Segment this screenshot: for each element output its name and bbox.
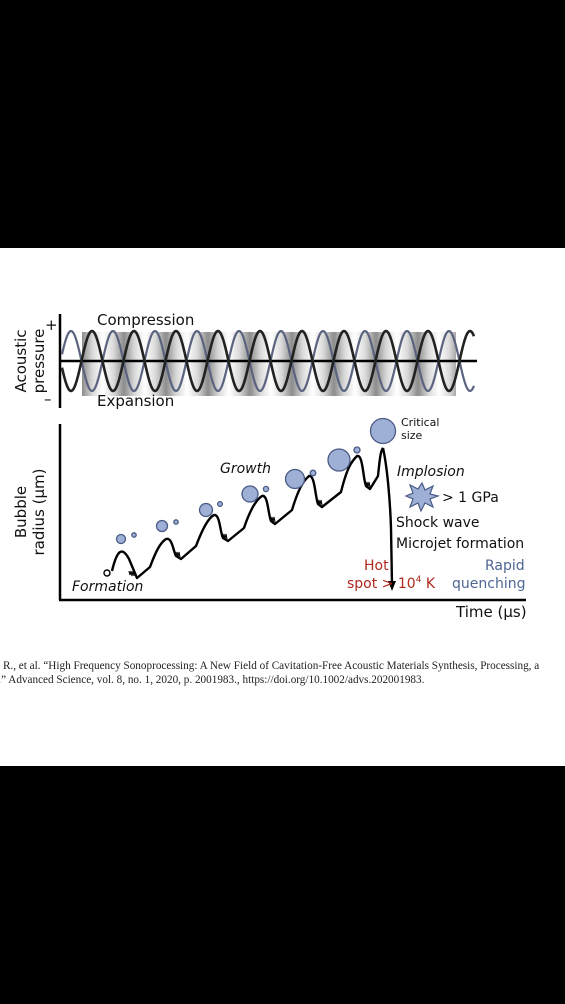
implosion-drop-line <box>381 447 394 586</box>
minus-sign: – <box>44 390 52 408</box>
acoustic-pressure-panel: Acoustic pressure + – Compression Expans… <box>12 311 477 410</box>
formation-label: Formation <box>72 579 143 595</box>
citation: gad R., et al. “High Frequency Sonoproce… <box>0 659 565 687</box>
quenching-label: quenching <box>452 576 525 592</box>
rapid-label: Rapid <box>485 558 525 574</box>
time-axis-label: Time (µs) <box>455 603 527 621</box>
hot-spot-exponent: 4 <box>416 575 422 585</box>
hot-spot-label-line2: spot > 104 K <box>347 575 436 592</box>
shock-burst-icon <box>404 481 441 513</box>
growing-bubbles <box>115 417 397 545</box>
expansion-label: Expansion <box>97 392 174 410</box>
radius-axis-label-line2: radius (µm) <box>30 469 48 556</box>
pressure-axis-label-line2: pressure <box>30 329 48 394</box>
hot-spot-unit: K <box>421 576 435 592</box>
microjet-label: Microjet formation <box>396 536 524 552</box>
hot-spot-prefix: spot > 10 <box>347 576 416 592</box>
critical-size-label-line1: Critical <box>401 416 439 429</box>
critical-size-label-line2: size <box>401 429 423 442</box>
compression-label: Compression <box>97 311 194 329</box>
cavitation-diagram: Acoustic pressure + – Compression Expans… <box>12 311 527 621</box>
radius-trajectory-line <box>110 447 384 580</box>
pressure-label: > 1 GPa <box>442 490 499 506</box>
implosion-label: Implosion <box>397 464 465 480</box>
growth-label: Growth <box>220 461 271 477</box>
shock-wave-label: Shock wave <box>396 515 480 531</box>
citation-line-2: ion.” Advanced Science, vol. 8, no. 1, 2… <box>0 674 425 686</box>
pressure-wave-light <box>60 329 476 393</box>
plus-sign: + <box>45 316 58 334</box>
implosion-arrowhead <box>388 581 396 591</box>
collapse-ripples <box>128 481 371 577</box>
radius-axis-label-line1: Bubble <box>12 486 30 538</box>
bubble-radius-panel: Bubble radius (µm) Time (µs) <box>12 416 527 621</box>
pressure-axis-label-line1: Acoustic <box>12 329 30 392</box>
citation-line-1: gad R., et al. “High Frequency Sonoproce… <box>0 660 540 672</box>
hot-spot-label-line1: Hot <box>364 558 389 574</box>
formation-nucleus <box>103 569 111 577</box>
pressure-wave-dark <box>60 329 476 393</box>
